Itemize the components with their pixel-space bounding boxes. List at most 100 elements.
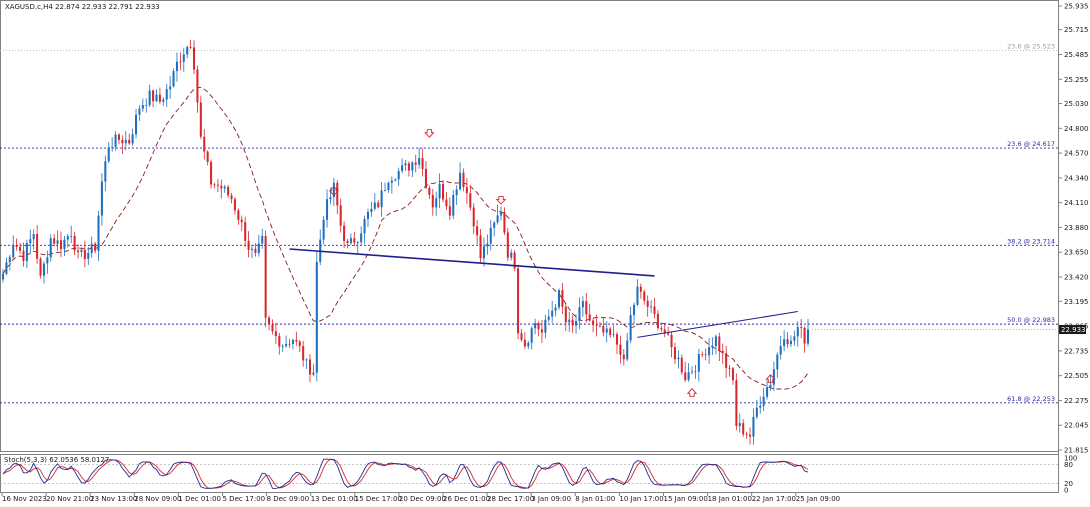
- candle-body: [97, 215, 100, 251]
- candle-body: [172, 71, 175, 87]
- candle-body: [186, 47, 189, 55]
- candle-body: [407, 163, 410, 171]
- price-tick-label: 24.340: [1064, 174, 1089, 182]
- candle-body: [114, 134, 117, 147]
- candle-body: [786, 339, 789, 345]
- time-tick-label: 23 Nov 13:00: [90, 495, 137, 503]
- fib-level-label: 23.6 @ 24.617: [1007, 140, 1055, 148]
- candle-body: [322, 219, 325, 240]
- time-tick-label: 1 Dec 01:00: [178, 495, 221, 503]
- candle-body: [745, 434, 748, 436]
- candle-body: [220, 185, 223, 189]
- time-tick-label: 26 Dec 01:00: [443, 495, 490, 503]
- candle-body: [370, 208, 373, 212]
- candle-body: [462, 172, 465, 188]
- time-tick-label: 22 Jan 17:00: [752, 495, 796, 503]
- candle-body: [326, 199, 329, 220]
- candle-body: [639, 286, 642, 292]
- candle-body: [506, 232, 509, 258]
- fib-level-label: 61.8 @ 22.253: [1007, 395, 1055, 403]
- candle-body: [117, 134, 120, 140]
- price-tick-label: 22.735: [1064, 347, 1089, 355]
- candle-body: [63, 239, 66, 250]
- candle-body: [615, 334, 619, 345]
- candle-body: [339, 205, 342, 226]
- price-tick-label: 24.570: [1064, 150, 1089, 158]
- candle-body: [100, 181, 103, 216]
- candle-body: [643, 291, 646, 301]
- candle-body: [476, 226, 479, 236]
- candle-body: [373, 202, 376, 209]
- candle-body: [131, 134, 134, 144]
- candle-body: [124, 139, 127, 144]
- candle-body: [390, 180, 393, 183]
- price-panel-frame: [0, 0, 1059, 452]
- arrow-up-icon: [765, 374, 776, 383]
- candle-body: [626, 340, 629, 360]
- price-tick-label: 25.255: [1064, 76, 1089, 84]
- candle-body: [257, 243, 260, 254]
- candle-body: [677, 357, 680, 360]
- candle-body: [196, 69, 199, 103]
- price-tick-label: 23.650: [1064, 249, 1089, 257]
- candle-body: [87, 252, 90, 259]
- candle-body: [575, 321, 578, 326]
- candle-body: [670, 334, 673, 348]
- candle-body: [274, 331, 277, 336]
- candle-body: [230, 195, 233, 200]
- stochastic-label: Stoch(5,3,3) 62.0536 58.0127: [4, 456, 109, 464]
- candle-body: [663, 329, 666, 334]
- candle-body: [36, 234, 39, 259]
- candle-body: [128, 139, 131, 144]
- candle-body: [268, 317, 271, 325]
- candle-body: [517, 268, 520, 334]
- candle-body: [380, 190, 383, 208]
- candle-body: [578, 307, 581, 322]
- rising-trend-line: [637, 310, 798, 338]
- candle-body: [725, 353, 728, 368]
- candle-body: [772, 369, 775, 385]
- candle-body: [660, 328, 663, 330]
- candle-body: [493, 222, 496, 228]
- candle-body: [155, 94, 158, 102]
- stochastic-level-label: 100: [1064, 455, 1077, 463]
- candle-body: [397, 170, 400, 180]
- candle-body: [602, 325, 605, 333]
- candle-body: [141, 105, 144, 109]
- candle-body: [271, 324, 274, 332]
- price-tick-label: 22.505: [1064, 372, 1089, 380]
- fib-level-label: 50.0 @ 22.983: [1007, 316, 1055, 324]
- candle-body: [394, 179, 397, 181]
- candle-body: [612, 334, 615, 335]
- candle-body: [59, 240, 63, 250]
- stochastic-level-label: 80: [1064, 461, 1073, 469]
- candle-body: [776, 354, 779, 370]
- moving-average: [2, 86, 809, 390]
- candle-body: [356, 242, 359, 244]
- candle-body: [759, 405, 762, 408]
- trend-lines: [289, 248, 798, 338]
- candle-body: [503, 212, 506, 233]
- candle-body: [711, 346, 714, 348]
- candle-body: [254, 248, 257, 254]
- candle-body: [32, 234, 35, 240]
- candle-body: [42, 263, 45, 276]
- candle-body: [135, 114, 138, 135]
- candle-body: [742, 423, 745, 435]
- candle-body: [718, 336, 721, 351]
- candle-body: [510, 252, 513, 258]
- candle-body: [527, 342, 530, 347]
- candle-body: [175, 61, 178, 72]
- candle-body: [247, 240, 250, 250]
- time-tick-label: 3 Jan 09:00: [531, 495, 571, 503]
- candle-body: [298, 341, 301, 347]
- candle-body: [414, 162, 417, 165]
- candle-body: [366, 211, 370, 220]
- candle-body: [77, 250, 80, 252]
- candle-body: [424, 168, 427, 188]
- candle-body: [656, 314, 659, 329]
- candle-body: [721, 350, 724, 354]
- stochastic-level-label: 20: [1064, 480, 1073, 488]
- candle-body: [213, 184, 216, 186]
